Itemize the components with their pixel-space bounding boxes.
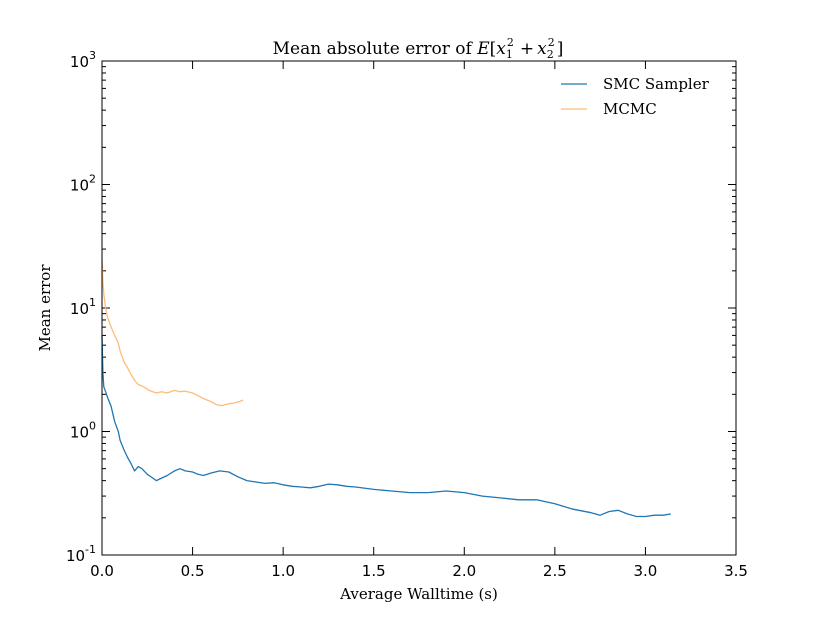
series-line-smc-sampler	[101, 335, 671, 518]
y-tick-label: 10-1	[66, 543, 96, 565]
x-tick-label: 0.0	[90, 562, 114, 580]
series-layer	[101, 258, 671, 518]
x-tick-label: 2.0	[452, 562, 476, 580]
legend-label-smc: SMC Sampler	[603, 75, 710, 93]
y-axis-label: Mean error	[36, 264, 54, 352]
x-tick-label: 2.5	[543, 562, 567, 580]
series-line-mcmc	[101, 258, 244, 407]
y-tick-label: 103	[70, 49, 96, 71]
x-tick-label: 3.0	[633, 562, 657, 580]
axis-ticks: 0.0 0.5 1.0 1.5 2.0 2.5 3.0 3.5 10-1 100 101 102 103	[66, 49, 748, 580]
x-axis-label: Average Walltime (s)	[339, 585, 498, 603]
x-tick-label: 0.5	[181, 562, 205, 580]
y-tick-label: 102	[70, 173, 96, 195]
x-tick-label: 1.5	[362, 562, 386, 580]
y-tick-label: 101	[70, 296, 96, 318]
plot-area	[102, 61, 736, 555]
chart-title: Mean absolute error of E[x12 + x22]	[273, 36, 564, 61]
plot-frame	[101, 60, 737, 556]
x-tick-label: 1.0	[271, 562, 295, 580]
y-tick-label: 100	[70, 420, 96, 442]
legend: SMC Sampler MCMC	[561, 75, 710, 118]
legend-label-mcmc: MCMC	[603, 100, 657, 118]
x-tick-label: 3.5	[724, 562, 748, 580]
